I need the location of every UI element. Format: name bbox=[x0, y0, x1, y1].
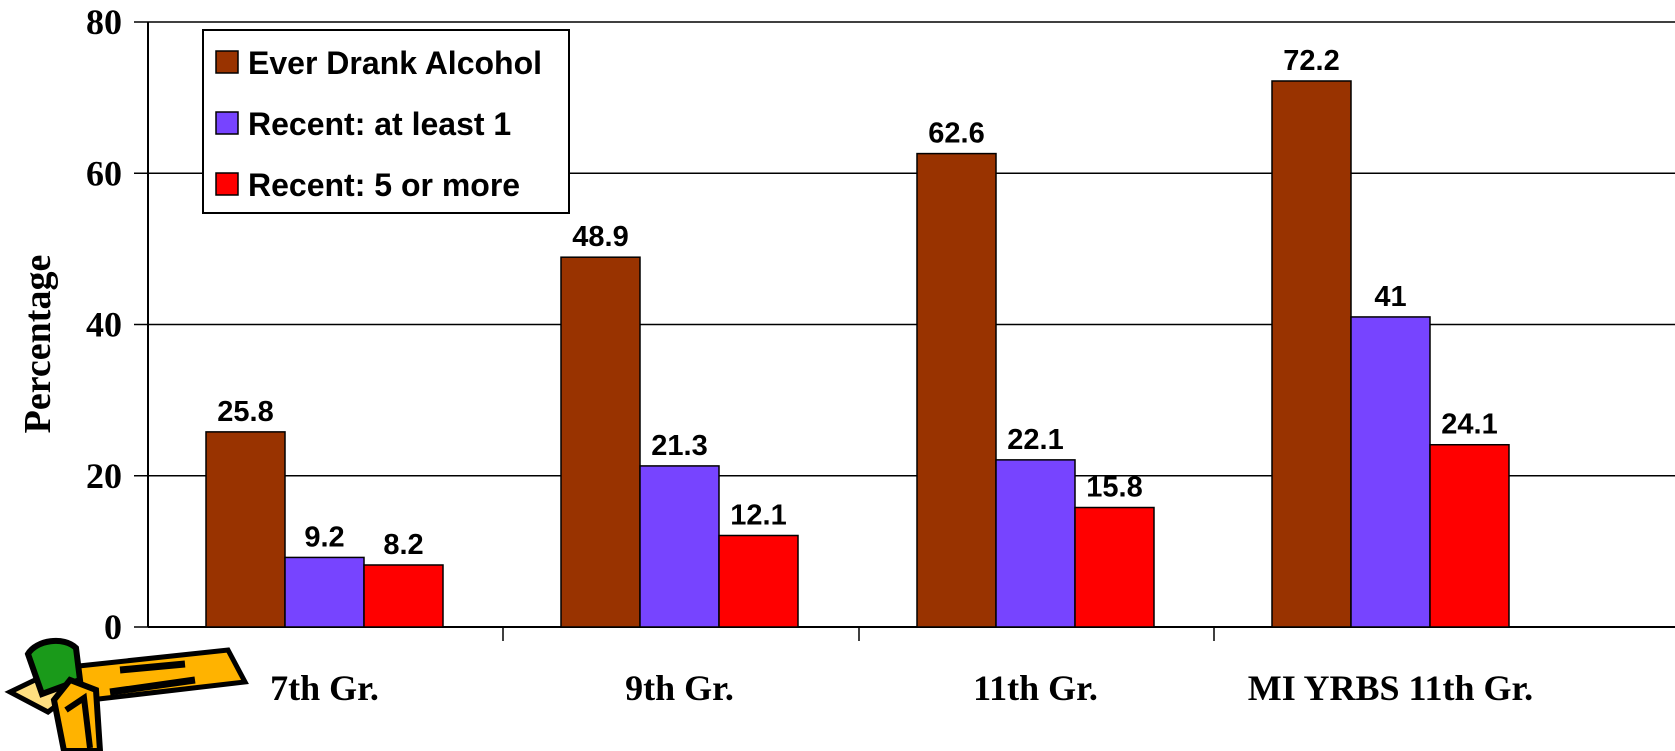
y-tick-label: 60 bbox=[86, 153, 122, 193]
data-label: 15.8 bbox=[1086, 472, 1142, 504]
data-label: 8.2 bbox=[383, 529, 423, 561]
bar-2-3 bbox=[995, 459, 1076, 628]
bar-1-4 bbox=[1271, 80, 1352, 628]
data-label: 12.1 bbox=[730, 499, 786, 531]
legend-box bbox=[202, 29, 570, 214]
data-label: 72.2 bbox=[1283, 45, 1339, 77]
category-labels: 7th Gr. 9th Gr. 11th Gr. MI YRBS 11th Gr. bbox=[270, 668, 1533, 708]
data-label: 24.1 bbox=[1441, 409, 1497, 441]
legend-label: Recent: at least 1 bbox=[248, 106, 511, 142]
legend-label: Recent: 5 or more bbox=[248, 167, 520, 203]
bar-1-1 bbox=[205, 431, 286, 628]
bar-3-2 bbox=[718, 534, 799, 628]
data-label: 48.9 bbox=[572, 221, 628, 253]
pencil-icon bbox=[4, 637, 249, 751]
category-label: 11th Gr. bbox=[973, 668, 1098, 708]
category-label: 7th Gr. bbox=[270, 668, 379, 708]
legend-swatch bbox=[215, 172, 239, 196]
bars bbox=[205, 80, 1510, 628]
data-label: 22.1 bbox=[1007, 424, 1063, 456]
bar-2-1 bbox=[284, 556, 365, 628]
bar-1-3 bbox=[916, 152, 997, 628]
y-tick-label: 40 bbox=[86, 305, 122, 345]
legend-swatch bbox=[215, 111, 239, 135]
bar-1-2 bbox=[560, 256, 641, 628]
data-label: 25.8 bbox=[217, 396, 273, 428]
data-labels: 25.8 9.2 8.2 48.9 21.3 12.1 62.6 22.1 15.8 72.2 41… bbox=[217, 45, 1497, 561]
category-label: 9th Gr. bbox=[625, 668, 734, 708]
y-tick-label: 20 bbox=[86, 456, 122, 496]
bar-3-3 bbox=[1074, 506, 1155, 628]
bar-2-2 bbox=[639, 465, 720, 628]
data-label: 21.3 bbox=[651, 430, 707, 462]
data-label: 62.6 bbox=[928, 118, 984, 150]
bar-3-1 bbox=[363, 564, 444, 628]
y-tick-label: 80 bbox=[86, 2, 122, 42]
data-label: 41 bbox=[1374, 281, 1406, 313]
legend-swatch bbox=[215, 50, 239, 74]
y-tick-label: 0 bbox=[104, 607, 122, 647]
y-axis-label: Percentage bbox=[17, 255, 59, 434]
legend: Ever Drank Alcohol Recent: at least 1 Rece… bbox=[202, 29, 570, 214]
legend-label: Ever Drank Alcohol bbox=[248, 45, 542, 81]
bar-3-4 bbox=[1429, 443, 1510, 628]
category-label: MI YRBS 11th Gr. bbox=[1248, 668, 1533, 708]
y-tick-labels: 0 20 40 60 80 bbox=[86, 2, 122, 647]
bar-2-4 bbox=[1350, 316, 1431, 628]
data-label: 9.2 bbox=[304, 521, 344, 553]
